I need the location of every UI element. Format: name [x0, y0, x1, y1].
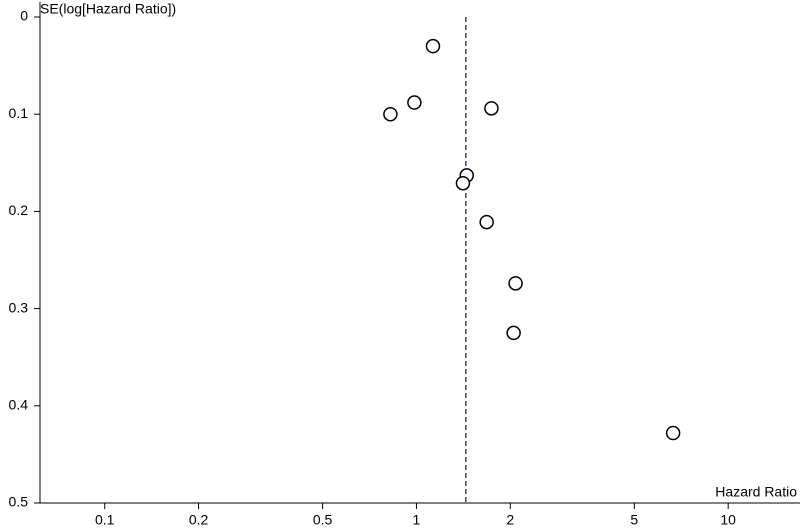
data-point	[665, 425, 681, 441]
x-tick-label: 10	[720, 512, 736, 528]
x-tick-label: 5	[630, 512, 638, 528]
y-tick-label: 0.2	[9, 202, 29, 218]
data-point	[407, 95, 422, 110]
data-point	[479, 214, 494, 230]
x-axis-title: Hazard Ratio	[715, 484, 797, 500]
data-point	[484, 101, 499, 116]
x-tick-label: 2	[506, 512, 514, 528]
x-tick-label: 0.1	[95, 512, 115, 528]
y-tick-label: 0.4	[9, 397, 29, 413]
x-tick-label: 0.2	[189, 512, 209, 528]
x-tick-label: 1	[413, 512, 421, 528]
y-tick-label: 0	[20, 8, 28, 24]
y-tick-label: 0.1	[9, 105, 29, 121]
y-tick-label: 0.3	[9, 299, 29, 315]
data-point	[508, 276, 523, 291]
data-point	[455, 175, 471, 191]
data-point	[425, 38, 441, 54]
data-point	[383, 106, 398, 122]
y-tick-label: 0.5	[9, 494, 29, 510]
y-axis-title: SE(log[Hazard Ratio])	[40, 1, 176, 17]
x-tick-label: 0.5	[313, 512, 333, 528]
data-point	[506, 325, 521, 341]
